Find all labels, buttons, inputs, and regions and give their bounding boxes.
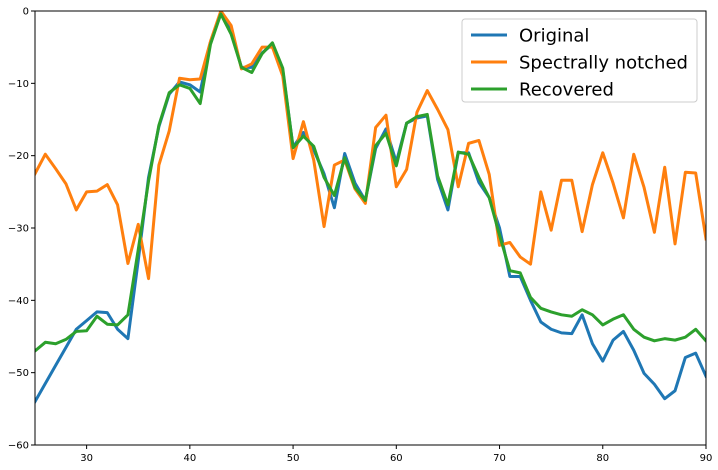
y-tick-label: −50 — [8, 368, 29, 379]
series-layer — [35, 11, 706, 404]
x-axis: 30 40 50 60 70 80 90 — [80, 445, 712, 464]
y-tick-label: −30 — [8, 224, 29, 235]
y-tick-label: −60 — [8, 441, 29, 452]
legend-box — [461, 18, 698, 103]
x-tick-label: 30 — [80, 453, 93, 464]
legend-label-spectrally-notched: Spectrally notched — [519, 53, 688, 74]
x-tick-label: 50 — [287, 453, 300, 464]
x-tick-label: 60 — [390, 453, 403, 464]
legend-label-original: Original — [519, 26, 589, 47]
y-tick-label: 0 — [23, 7, 29, 18]
y-tick-label: −20 — [8, 151, 29, 162]
legend: Original Spectrally notched Recovered — [461, 18, 698, 103]
x-tick-label: 80 — [596, 453, 609, 464]
y-axis: 0 −10 −20 −30 −40 −50 −60 — [8, 7, 35, 452]
series-line-recovered — [35, 12, 706, 353]
x-tick-label: 70 — [493, 453, 506, 464]
x-tick-label: 90 — [700, 453, 713, 464]
y-tick-label: −10 — [8, 79, 29, 90]
x-tick-label: 40 — [183, 453, 196, 464]
y-tick-label: −40 — [8, 296, 29, 307]
legend-label-recovered: Recovered — [519, 80, 614, 101]
plot-frame — [34, 10, 707, 446]
